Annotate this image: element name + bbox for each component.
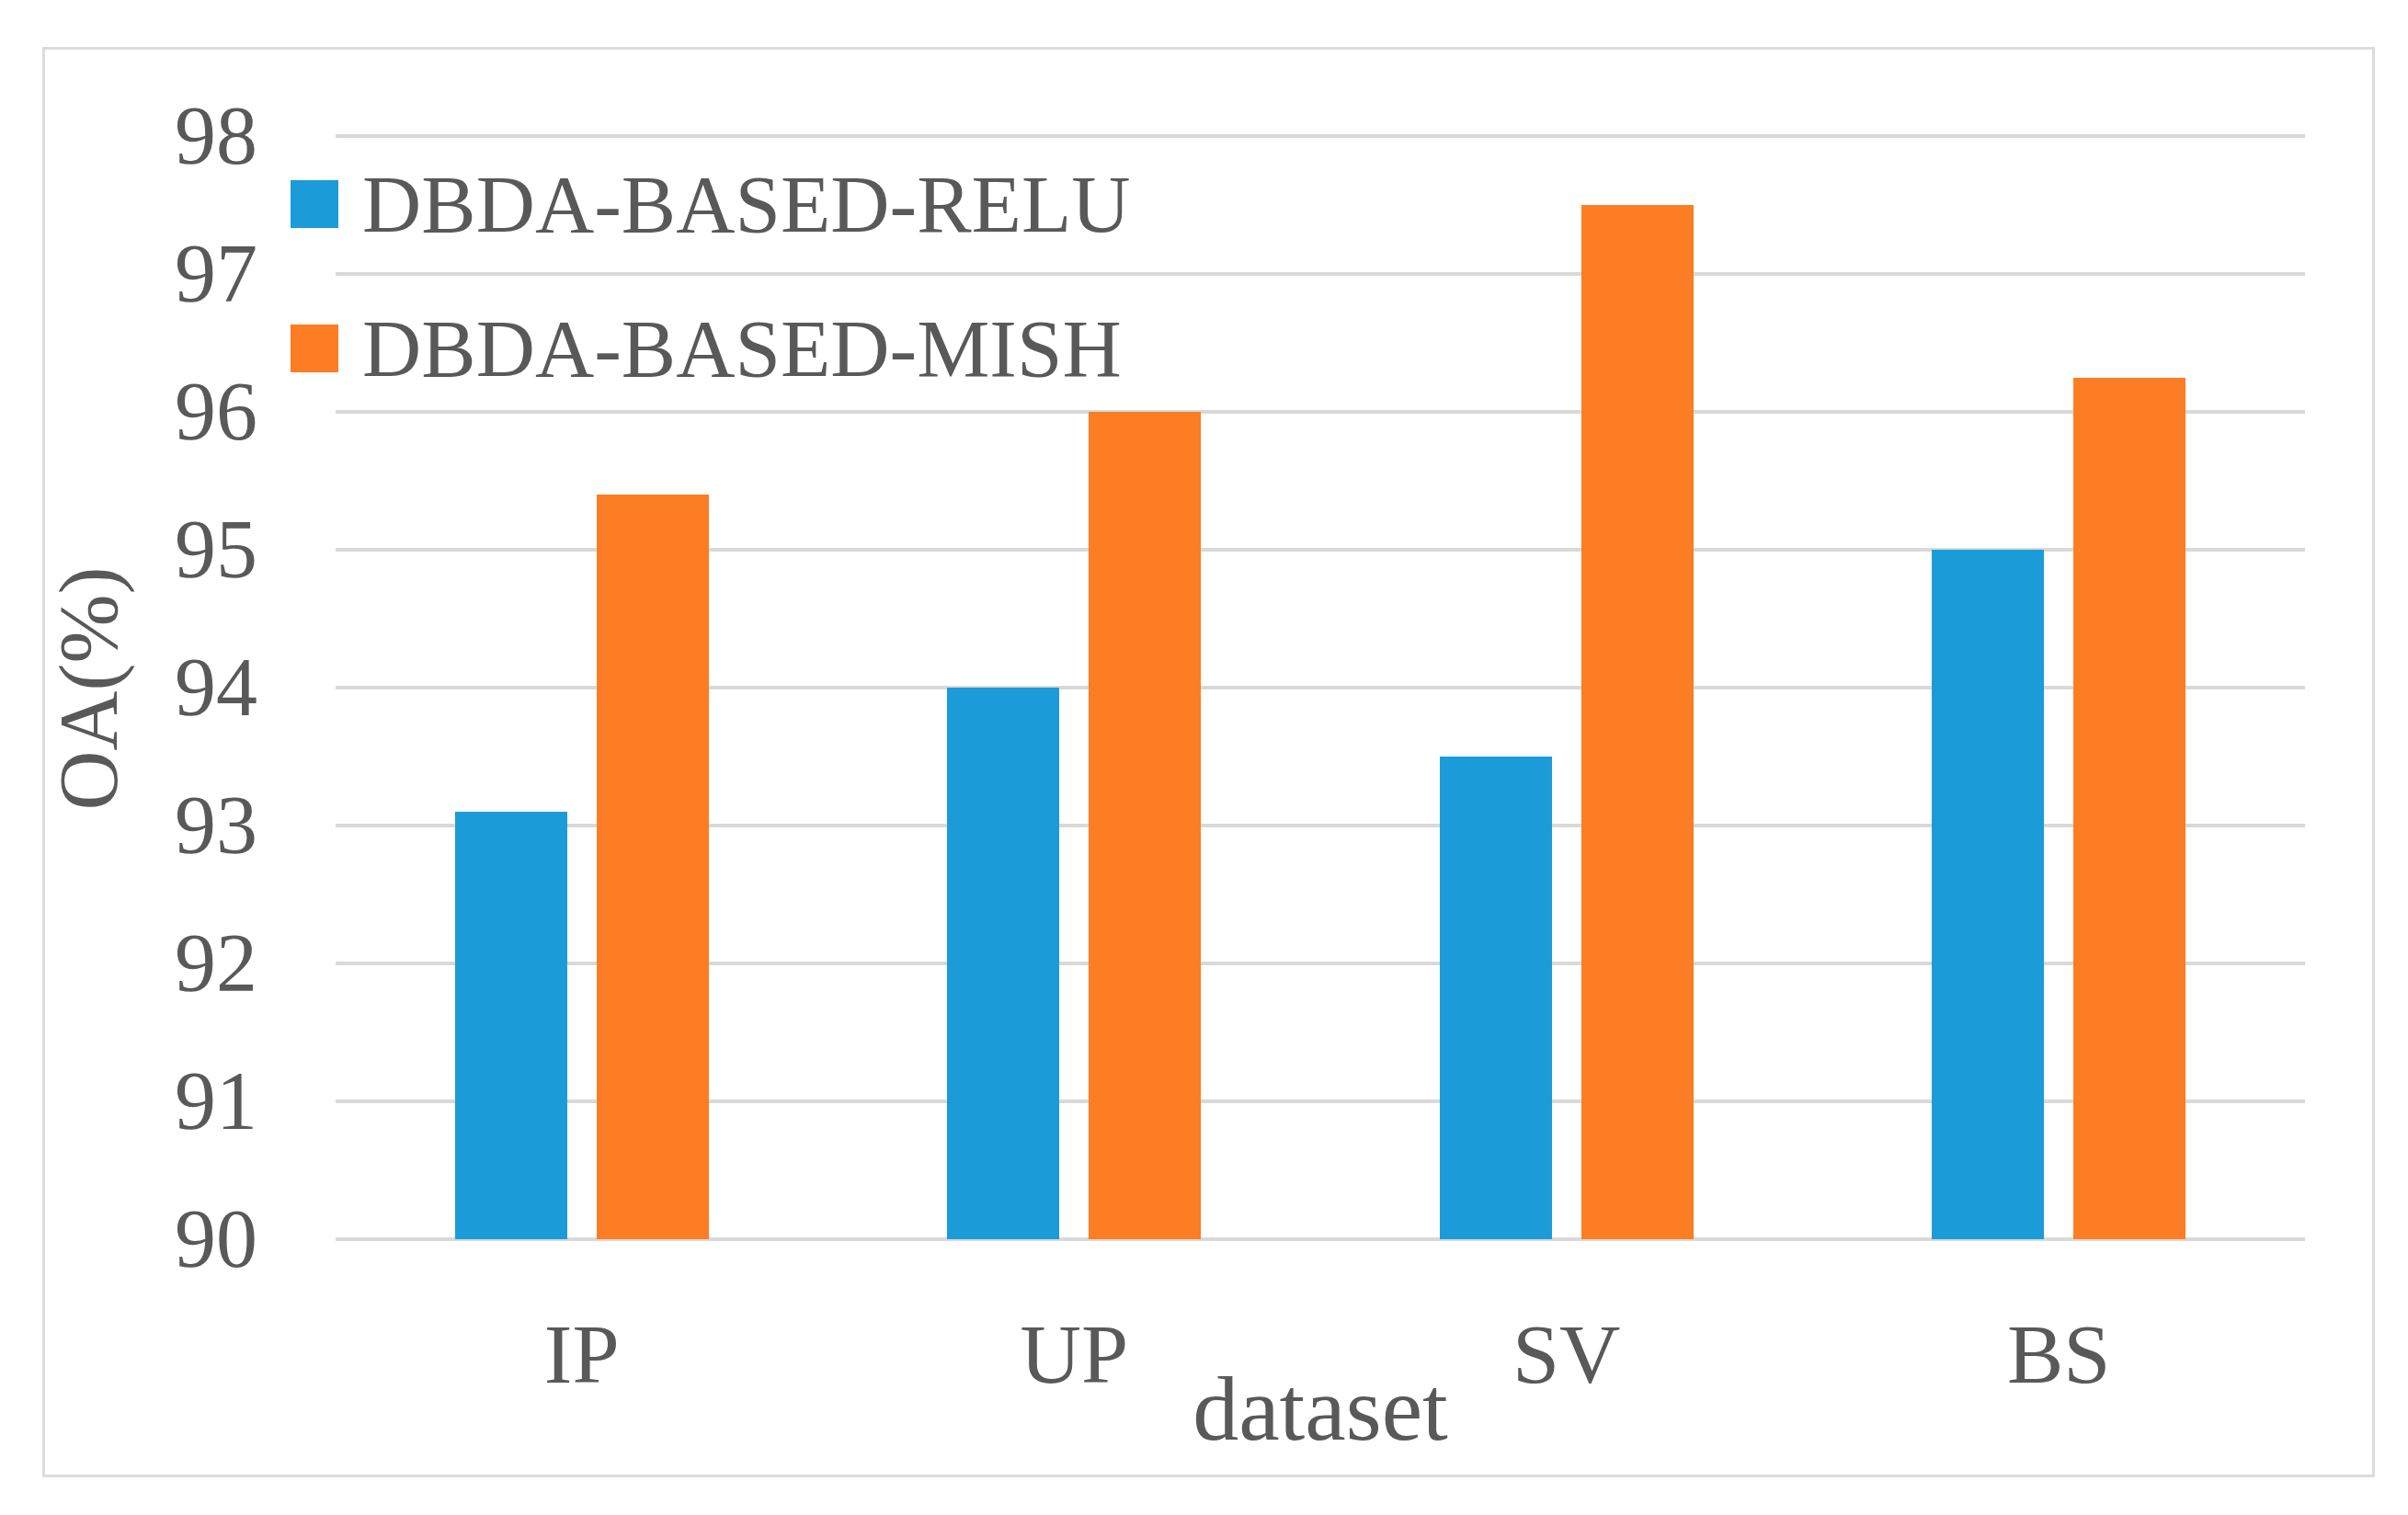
legend-swatch-dbda-based-mish [291, 325, 338, 372]
gridline-96 [336, 410, 2305, 414]
bar-dbda-based-relu-sv [1440, 757, 1552, 1239]
bar-dbda-based-mish-ip [597, 495, 709, 1239]
y-tick-label-98: 98 [55, 81, 257, 191]
x-tick-label-ip: IP [398, 1304, 766, 1405]
x-tick-label-bs: BS [1875, 1304, 2243, 1405]
bar-dbda-based-relu-ip [455, 812, 567, 1239]
y-tick-label-90: 90 [55, 1184, 257, 1294]
figure-canvas: 909192939495969798 IPUPSVBS OA(%) datase… [0, 0, 2408, 1515]
bar-dbda-based-relu-bs [1932, 550, 2044, 1239]
bar-dbda-based-mish-sv [1581, 205, 1694, 1239]
legend-swatch-dbda-based-relu [291, 180, 338, 228]
legend-label-dbda-based-relu: DBDA-BASED-RELU [362, 158, 1131, 250]
bar-dbda-based-mish-bs [2073, 378, 2185, 1240]
y-axis-title: OA(%) [48, 275, 131, 1102]
bar-dbda-based-relu-up [947, 688, 1059, 1239]
legend-label-dbda-based-mish: DBDA-BASED-MISH [362, 302, 1122, 394]
x-axis-title: dataset [1044, 1359, 1596, 1460]
gridline-98 [336, 134, 2305, 138]
gridline-97 [336, 272, 2305, 276]
bar-dbda-based-mish-up [1089, 412, 1201, 1239]
